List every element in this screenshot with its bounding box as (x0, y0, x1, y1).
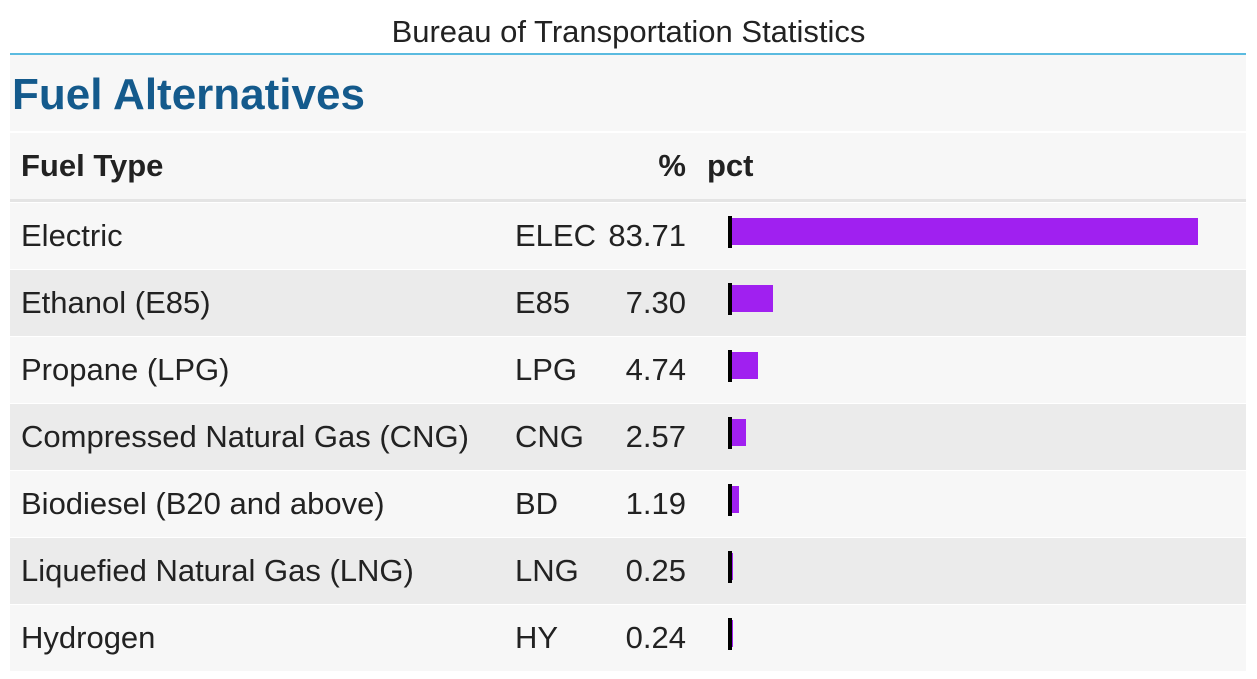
fuel-code-cell: LNG (515, 553, 579, 588)
header-divider (10, 199, 1246, 202)
fuel-type-cell: Hydrogen (21, 620, 156, 655)
bar-baseline (728, 484, 732, 516)
percent-label: 4.74 (625, 352, 686, 387)
table-row: Ethanol (E85) E85 7.30 (10, 270, 1246, 337)
percent-label: 83.71 (608, 218, 686, 253)
title-band (10, 55, 1246, 131)
source-divider (10, 53, 1246, 55)
table-row: Electric ELEC 83.71 (10, 203, 1246, 270)
fuel-code-cell: HY (515, 620, 559, 655)
fuel-code-cell: ELEC (515, 218, 596, 253)
bar-baseline (728, 283, 732, 315)
bar-baseline (728, 551, 732, 583)
bar-baseline (728, 618, 732, 650)
table-row: Liquefied Natural Gas (LNG) LNG 0.25 (10, 538, 1246, 605)
percent-bar (732, 218, 1199, 245)
percent-bar (732, 285, 773, 312)
percent-bar (732, 352, 759, 379)
table-row: Propane (LPG) LPG 4.74 (10, 337, 1246, 404)
fuel-type-cell: Electric (21, 218, 123, 253)
percent-label: 0.24 (625, 620, 686, 655)
fuel-type-cell: Propane (LPG) (21, 352, 230, 387)
percent-label: 7.30 (625, 285, 686, 320)
fuel-type-cell: Compressed Natural Gas (CNG) (21, 419, 469, 454)
column-header-row (10, 133, 1246, 199)
header-percent: % (658, 148, 686, 183)
percent-label: 0.25 (625, 553, 686, 588)
fuel-code-cell: CNG (515, 419, 584, 454)
percent-bar (732, 620, 734, 647)
fuel-type-cell: Biodiesel (B20 and above) (21, 486, 385, 521)
percent-bar (732, 553, 734, 580)
bar-baseline (728, 350, 732, 382)
header-pct-bar: pct (707, 148, 754, 183)
fuel-type-cell: Ethanol (E85) (21, 285, 211, 320)
table-title: Fuel Alternatives (12, 70, 365, 119)
table-row: Hydrogen HY 0.24 (10, 605, 1246, 672)
bar-baseline (728, 417, 732, 449)
fuel-code-cell: BD (515, 486, 559, 521)
percent-bar (732, 419, 747, 446)
fuel-type-cell: Liquefied Natural Gas (LNG) (21, 553, 414, 588)
table-body: Electric ELEC 83.71 Ethanol (E85) E85 7.30 Pro… (10, 203, 1246, 672)
table-row: Compressed Natural Gas (CNG) CNG 2.57 (10, 404, 1246, 471)
percent-bar (732, 486, 739, 513)
bar-baseline (728, 216, 732, 248)
fuel-code-cell: LPG (515, 352, 578, 387)
header-fuel-type: Fuel Type (21, 148, 164, 183)
percent-label: 1.19 (625, 486, 686, 521)
fuel-code-cell: E85 (515, 285, 571, 320)
source-caption: Bureau of Transportation Statistics (391, 14, 866, 49)
table-row: Biodiesel (B20 and above) BD 1.19 (10, 471, 1246, 538)
percent-label: 2.57 (625, 419, 686, 454)
